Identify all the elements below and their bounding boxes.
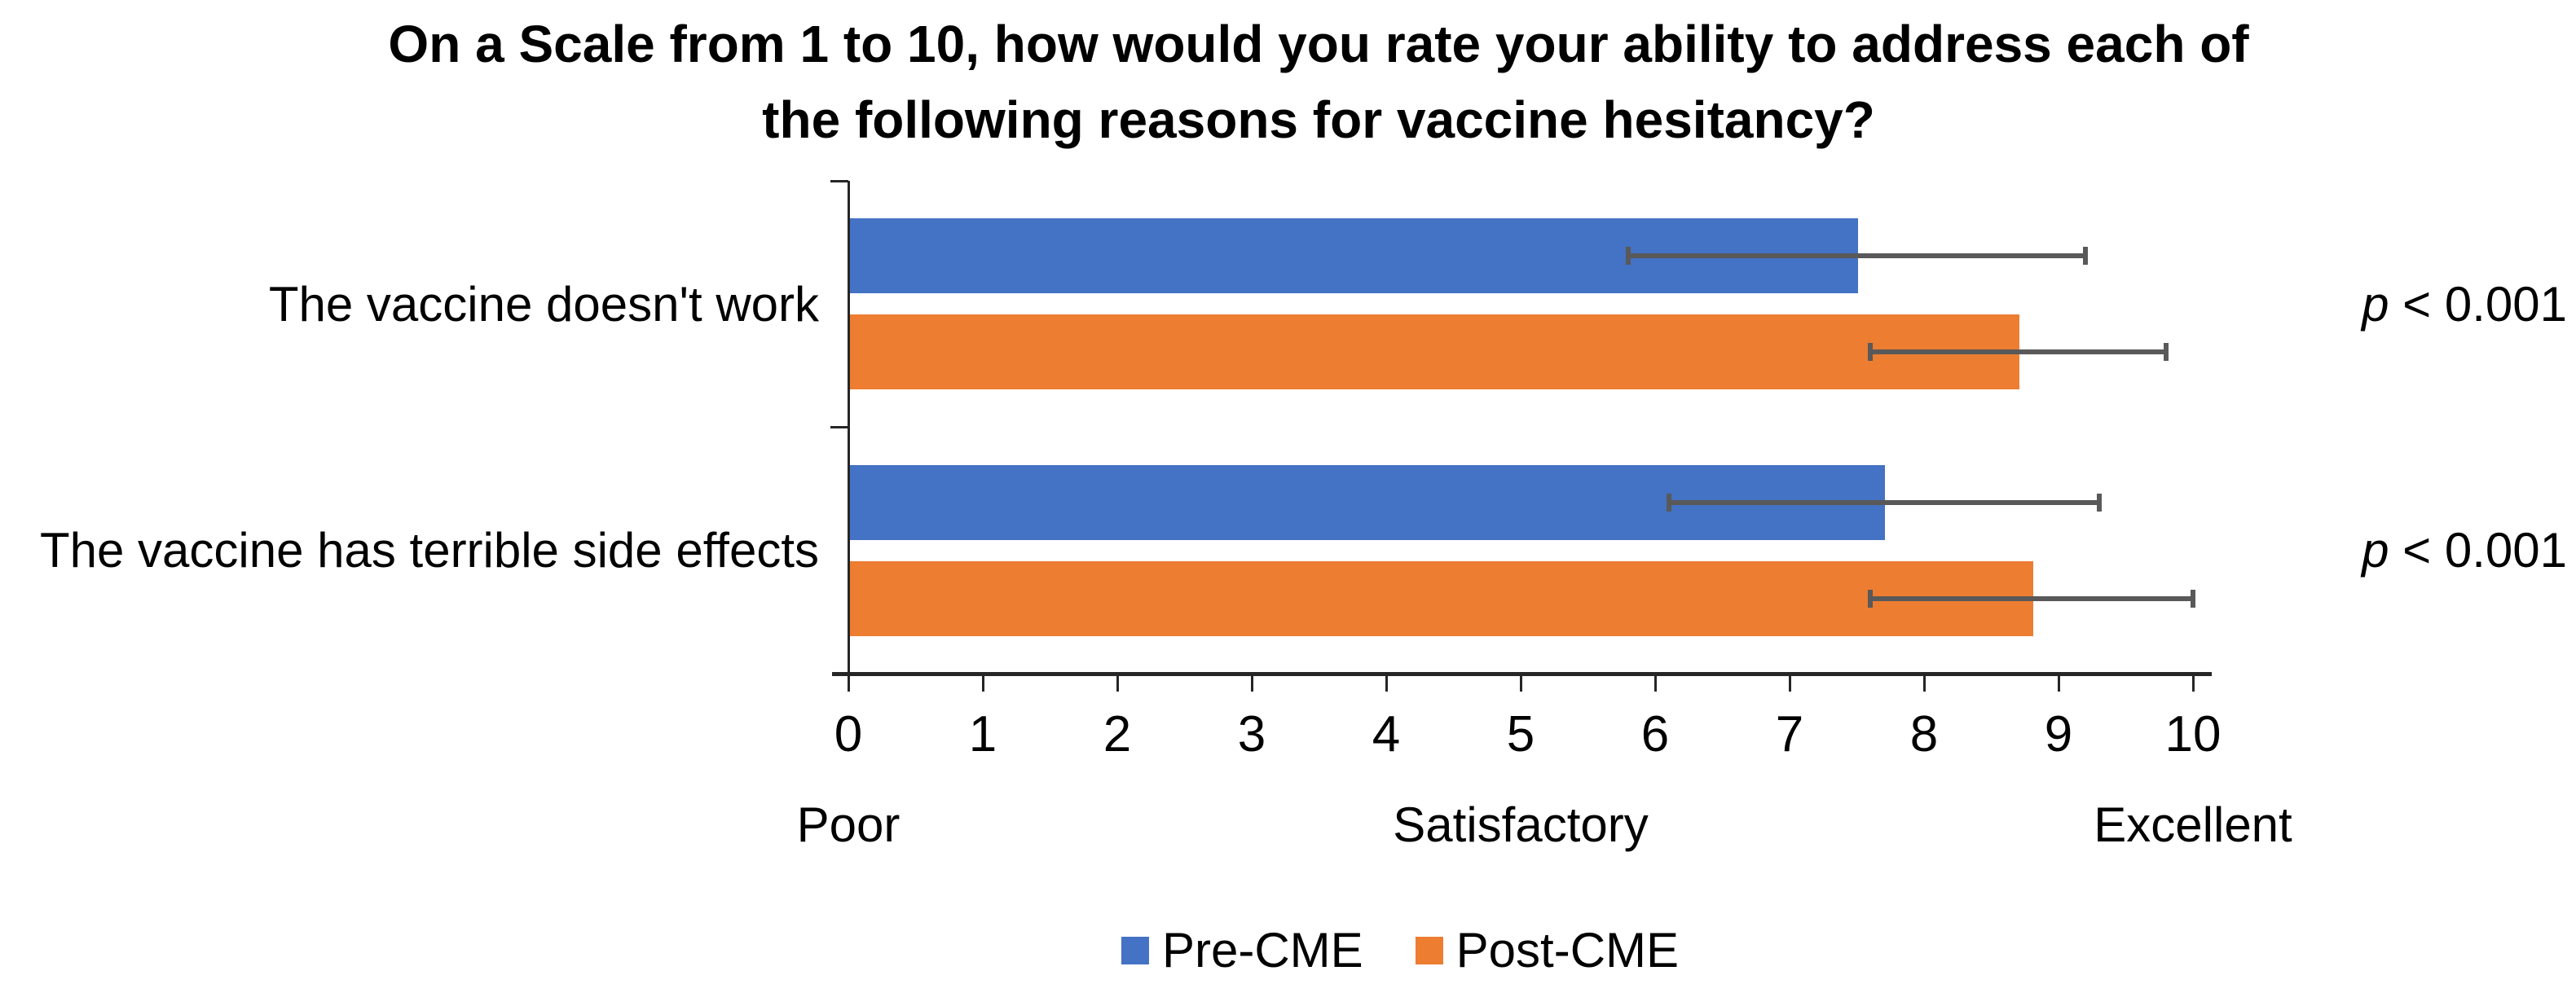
error-bar-line	[1870, 349, 2166, 355]
x-tick-mark	[1922, 675, 1926, 692]
x-tick-mark	[2057, 675, 2060, 692]
x-tick-label: 10	[2164, 706, 2222, 762]
x-tick-mark	[1519, 675, 1522, 692]
error-bar-line	[1628, 253, 2085, 259]
x-tick-label: 1	[968, 706, 997, 762]
legend-item-pre-cme: Pre-CME	[1121, 922, 1363, 978]
x-tick-mark	[2191, 675, 2195, 692]
x-tick-label: 3	[1237, 706, 1266, 762]
error-bar-cap	[2096, 493, 2102, 512]
p-value-text: < 0.001	[2389, 523, 2567, 578]
error-bar-line	[1870, 595, 2193, 601]
legend-swatch-icon	[1415, 936, 1443, 964]
x-tick-label: 2	[1103, 706, 1132, 762]
x-scale-descriptor: Satisfactory	[1393, 797, 1649, 852]
error-bar-cap	[2164, 343, 2169, 362]
x-tick-mark	[847, 675, 850, 692]
p-value-annotation: p < 0.001	[2160, 267, 2567, 340]
legend: Pre-CME Post-CME	[1121, 922, 1679, 978]
p-value-annotation: p < 0.001	[2160, 514, 2567, 587]
legend-label: Post-CME	[1455, 923, 1680, 977]
x-tick-label: 6	[1640, 706, 1670, 762]
bar-post-cme	[849, 560, 2033, 636]
x-tick-label: 8	[1909, 706, 1939, 762]
p-symbol: p	[2362, 523, 2389, 578]
error-bar-line	[1668, 499, 2099, 505]
x-tick-label: 5	[1506, 706, 1535, 762]
legend-item-post-cme: Post-CME	[1415, 922, 1680, 978]
error-bar-cap	[1666, 493, 1671, 512]
x-tick-label: 4	[1372, 706, 1401, 762]
error-bar-cap	[1626, 247, 1631, 266]
chart-title: On a Scale from 1 to 10, how would you r…	[388, 15, 2249, 149]
x-tick-mark	[1653, 675, 1657, 692]
legend-label: Pre-CME	[1161, 923, 1363, 977]
category-tick-mark	[830, 179, 848, 182]
x-tick-mark	[1385, 675, 1388, 692]
error-bar-cap	[1868, 343, 1873, 362]
x-tick-mark	[1250, 675, 1253, 692]
category-label: The vaccine has terrible side effects	[39, 523, 819, 578]
bar-post-cme	[849, 314, 2019, 390]
x-tick-mark	[1788, 675, 1791, 692]
p-value-text: < 0.001	[2389, 276, 2567, 332]
x-tick-mark	[1116, 675, 1119, 692]
error-bar-cap	[2191, 589, 2195, 608]
x-tick-label: 0	[834, 706, 863, 762]
value-axis-line	[832, 671, 2212, 676]
p-symbol: p	[2362, 276, 2389, 332]
error-bar-cap	[2083, 247, 2088, 266]
legend-swatch-icon	[1121, 936, 1149, 964]
error-bar-cap	[1868, 589, 1873, 608]
x-tick-label: 7	[1775, 706, 1804, 762]
category-tick-mark	[830, 426, 848, 428]
x-scale-descriptor: Excellent	[2094, 797, 2292, 852]
category-axis-line	[847, 181, 850, 674]
x-tick-mark	[981, 675, 984, 692]
x-tick-label: 9	[2044, 706, 2073, 762]
x-scale-descriptor: Poor	[796, 797, 900, 852]
category-label: The vaccine doesn't work	[268, 276, 819, 332]
